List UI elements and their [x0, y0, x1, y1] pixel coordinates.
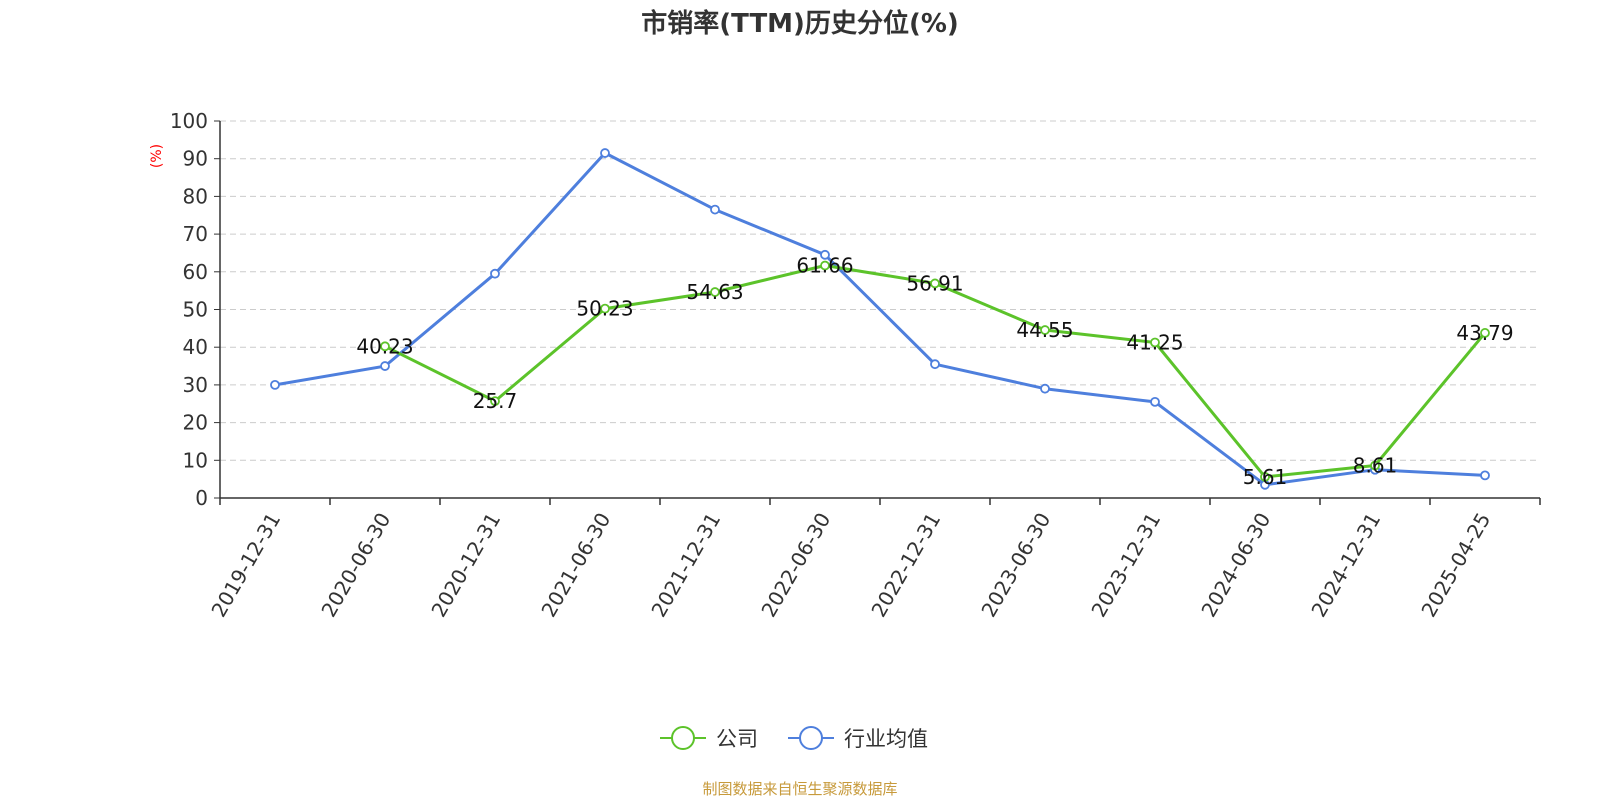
data-point-0: [490, 396, 500, 407]
x-tick-label: 2023-12-31: [1086, 509, 1165, 622]
chart-title: 市销率(TTM)历史分位(%): [641, 8, 959, 39]
data-point-1: [1040, 383, 1050, 394]
data-point-1: [930, 359, 940, 370]
data-point-0: [1150, 337, 1160, 348]
data-label: 61.66: [796, 254, 853, 278]
data-label: 8.61: [1353, 454, 1398, 478]
y-axis: 0 10 20 30 40 50 60 70 80 90 100: [170, 109, 221, 510]
y-tick-label: 0: [195, 486, 208, 510]
x-tick-label: 2022-06-30: [756, 509, 835, 622]
x-tick-label: 2024-12-31: [1306, 509, 1385, 622]
x-tick-label: 2019-12-31: [206, 509, 285, 622]
y-tick-label: 40: [183, 335, 208, 359]
data-point-1: [600, 148, 610, 158]
data-point-0: [1040, 325, 1050, 335]
x-tick-label: 2023-06-30: [976, 509, 1055, 622]
data-point-1: [1480, 470, 1490, 481]
legend-label: 公司: [716, 727, 758, 751]
series-layer: [270, 148, 1490, 490]
x-tick-label: 2025-04-25: [1416, 509, 1495, 622]
data-label: 40.23: [356, 334, 413, 358]
data-point-1: [710, 204, 720, 215]
x-tick-label: 2024-06-30: [1196, 509, 1275, 622]
y-tick-label: 60: [183, 260, 208, 284]
data-label: 54.63: [686, 280, 743, 304]
y-tick-label: 70: [183, 222, 208, 246]
data-point-0: [1370, 460, 1380, 471]
data-labels: 40.23 25.7 50.23 54.63 61.66 56.91 44.55 41.25 5…: [356, 254, 1513, 489]
y-axis-label: (%): [149, 144, 165, 168]
data-point-1: [270, 379, 280, 390]
data-label: 50.23: [576, 297, 633, 321]
legend-marker: [671, 726, 695, 750]
y-tick-label: 10: [183, 448, 208, 472]
y-tick-label: 90: [183, 147, 208, 171]
data-label: 43.79: [1456, 321, 1513, 345]
y-tick-label: 100: [170, 109, 208, 133]
legend-label: 行业均值: [844, 727, 928, 751]
data-label: 5.61: [1243, 465, 1288, 489]
data-point-1: [380, 361, 390, 371]
data-point-0: [710, 287, 720, 297]
gridlines: [220, 120, 1540, 461]
data-point-1: [1150, 396, 1160, 407]
data-point-0: [820, 260, 830, 271]
legend[interactable]: 公司 行业均值: [660, 726, 928, 751]
data-label: 41.25: [1126, 330, 1183, 354]
source-note: 制图数据来自恒生聚源数据库: [702, 780, 897, 798]
data-point-0: [1260, 471, 1270, 482]
legend-marker: [799, 726, 823, 750]
series-line-1: [274, 151, 1486, 487]
legend-item-0[interactable]: 公司: [660, 726, 758, 751]
x-tick-label: 2020-06-30: [316, 509, 395, 622]
x-axis: 2019-12-31 2020-06-30 2020-12-31 2021-06-30…: [206, 497, 1541, 622]
x-tick-label: 2022-12-31: [866, 509, 945, 622]
data-point-1: [820, 249, 830, 260]
series-line-0: [384, 264, 1487, 479]
data-label: 25.7: [473, 389, 518, 413]
x-tick-label: 2021-06-30: [536, 509, 615, 622]
x-tick-label: 2020-12-31: [426, 509, 505, 622]
data-point-0: [600, 303, 610, 314]
y-tick-label: 80: [183, 184, 208, 208]
y-tick-label: 20: [183, 411, 208, 435]
data-label: 44.55: [1016, 318, 1073, 342]
data-point-0: [380, 341, 390, 352]
data-point-0: [930, 278, 940, 289]
y-tick-label: 50: [183, 298, 208, 322]
data-point-1: [490, 268, 500, 279]
y-tick-label: 30: [183, 373, 208, 397]
legend-item-1[interactable]: 行业均值: [788, 726, 928, 751]
x-tick-label: 2021-12-31: [646, 509, 725, 622]
data-point-0: [1480, 328, 1490, 338]
data-label: 56.91: [906, 271, 963, 295]
